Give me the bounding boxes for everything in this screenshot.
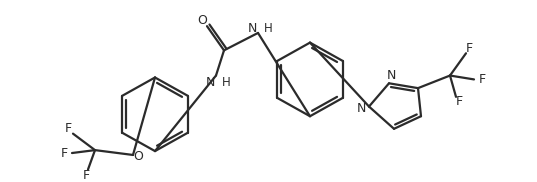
Text: F: F [455, 95, 462, 108]
Text: N: N [386, 69, 396, 82]
Text: F: F [83, 169, 90, 182]
Text: O: O [197, 14, 207, 27]
Text: N: N [357, 102, 366, 115]
Text: N: N [248, 22, 257, 35]
Text: O: O [133, 150, 143, 163]
Text: H: H [222, 76, 231, 89]
Text: F: F [61, 147, 68, 160]
Text: F: F [478, 73, 485, 86]
Text: F: F [466, 42, 473, 55]
Text: N: N [206, 76, 215, 89]
Text: F: F [64, 122, 71, 135]
Text: H: H [264, 22, 273, 35]
